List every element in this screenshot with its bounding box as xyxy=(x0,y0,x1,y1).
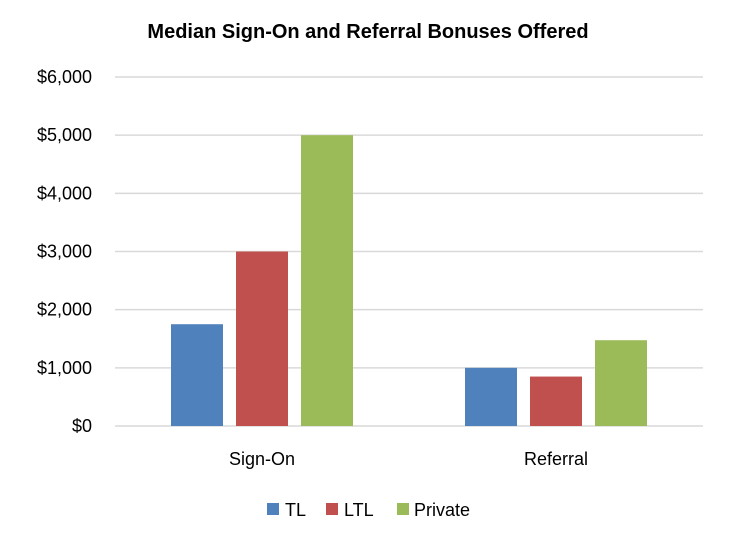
bar-tl-sign-on xyxy=(171,324,223,426)
bars xyxy=(171,135,647,426)
legend: TL LTL Private xyxy=(267,500,470,520)
y-tick-label: $2,000 xyxy=(37,300,92,320)
y-tick-label: $4,000 xyxy=(37,183,92,203)
y-tick-label: $0 xyxy=(72,416,92,436)
y-tick-label: $5,000 xyxy=(37,125,92,145)
y-tick-label: $1,000 xyxy=(37,358,92,378)
x-category-label: Sign-On xyxy=(229,449,295,469)
legend-swatch-private xyxy=(397,503,409,515)
x-axis-categories: Sign-On Referral xyxy=(229,449,588,469)
bar-private-sign-on xyxy=(301,135,353,426)
legend-label-ltl: LTL xyxy=(344,500,374,520)
bar-ltl-sign-on xyxy=(236,251,288,426)
legend-label-tl: TL xyxy=(285,500,306,520)
y-tick-label: $6,000 xyxy=(37,67,92,87)
legend-swatch-ltl xyxy=(326,503,338,515)
y-axis-ticks: $0 $1,000 $2,000 $3,000 $4,000 $5,000 $6,000 xyxy=(37,67,92,436)
legend-swatch-tl xyxy=(267,503,279,515)
bar-tl-referral xyxy=(465,367,517,426)
bar-ltl-referral xyxy=(530,376,582,426)
legend-label-private: Private xyxy=(414,500,470,520)
chart-title: Median Sign-On and Referral Bonuses Offe… xyxy=(147,21,588,43)
x-category-label: Referral xyxy=(524,449,588,469)
y-tick-label: $3,000 xyxy=(37,242,92,262)
bar-private-referral xyxy=(595,340,647,426)
